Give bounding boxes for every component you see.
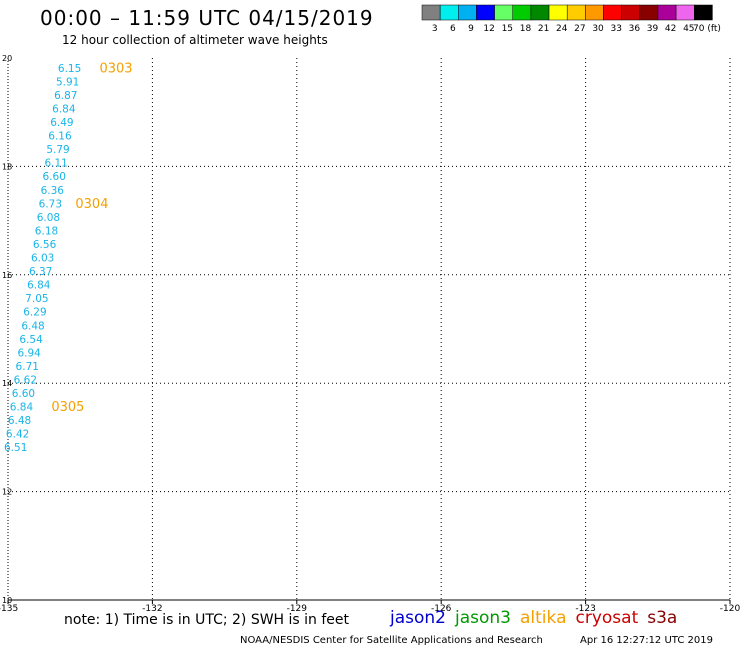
wave-height-label: 5.91 — [56, 76, 79, 88]
lon-tick-label: -132 — [142, 604, 162, 614]
scale-label: 3 — [432, 24, 438, 34]
scale-label: 12 — [483, 24, 494, 34]
pass-time-label: 0304 — [75, 197, 108, 212]
scale-swatch — [548, 4, 568, 21]
wave-height-label: 6.29 — [23, 307, 46, 319]
satellite-legend: jason2 jason3 altika cryosat s3a — [390, 608, 686, 628]
footer-credit: NOAA/NESDIS Center for Satellite Applica… — [240, 635, 543, 646]
lat-tick-label: 20 — [2, 54, 12, 63]
wave-height-label: 6.60 — [43, 171, 66, 183]
scale-label: 33 — [610, 24, 621, 34]
legend-altika: altika — [520, 608, 567, 628]
wave-height-label: 6.18 — [35, 225, 58, 237]
wave-height-label: 6.71 — [16, 361, 39, 373]
wave-height-label: 6.73 — [39, 198, 62, 210]
lon-tick-label: -120 — [720, 604, 740, 614]
wave-height-label: 7.05 — [25, 293, 48, 305]
scale-swatch — [458, 4, 477, 21]
lon-tick-label: -129 — [287, 604, 308, 614]
lon-tick-label: -126 — [431, 604, 452, 614]
footer-note: note: 1) Time is in UTC; 2) SWH is in fe… — [64, 612, 350, 628]
scale-swatch — [439, 4, 459, 21]
legend-jason2: jason2 — [390, 608, 446, 628]
scale-label: 27 — [574, 24, 585, 34]
wave-height-label: 6.94 — [17, 347, 41, 359]
scale-swatch — [494, 4, 514, 21]
scale-swatch — [694, 4, 713, 21]
scale-label: 36 — [629, 24, 641, 34]
wave-height-label: 6.56 — [33, 239, 57, 251]
footer-timestamp: Apr 16 12:27:12 UTC 2019 — [580, 635, 713, 646]
wave-height-label: 6.51 — [4, 442, 27, 454]
wave-height-label: 6.54 — [19, 334, 43, 346]
scale-swatch — [476, 4, 495, 21]
scale-swatch — [639, 4, 659, 21]
legend-jason3: jason3 — [455, 608, 511, 628]
legend-s3a: s3a — [647, 608, 678, 628]
scale-swatch — [621, 4, 641, 21]
lat-tick-label: 14 — [2, 379, 12, 388]
scale-label: 15 — [502, 24, 513, 34]
scale-label: 45 — [683, 24, 694, 34]
wave-height-label: 6.03 — [31, 253, 54, 265]
lat-tick-label: 10 — [2, 596, 12, 605]
scale-swatch — [512, 4, 532, 21]
wave-height-label: 6.11 — [44, 158, 67, 170]
lon-tick-label: -123 — [575, 604, 595, 614]
wave-height-label: 6.15 — [58, 63, 81, 75]
scale-label: 21 — [538, 24, 549, 34]
legend-cryosat: cryosat — [575, 608, 639, 628]
scale-label: 30 — [592, 24, 604, 34]
lat-tick-label: 12 — [2, 488, 12, 497]
scale-swatch — [585, 4, 604, 21]
scale-label: 39 — [647, 24, 659, 34]
lat-tick-label: 16 — [2, 271, 12, 280]
scale-label: 42 — [665, 24, 676, 34]
wave-height-label: 6.84 — [52, 103, 76, 115]
wave-height-label: 6.37 — [29, 266, 52, 278]
wave-height-label: 6.60 — [12, 388, 35, 400]
wave-height-label: 6.48 — [21, 320, 44, 332]
page-subtitle: 12 hour collection of altimeter wave hei… — [62, 33, 328, 47]
scale-label: 24 — [556, 24, 568, 34]
scale-swatch — [675, 4, 695, 21]
scale-swatch — [530, 4, 550, 21]
wave-height-label: 6.16 — [48, 131, 72, 143]
page-title: 00:00 – 11:59 UTC 04/15/2019 — [40, 6, 374, 30]
lat-tick-label: 18 — [2, 162, 12, 171]
wave-height-label: 6.36 — [41, 185, 65, 197]
scale-label: 9 — [468, 24, 474, 34]
scale-label: 6 — [450, 24, 456, 34]
wave-height-label: 6.42 — [6, 429, 29, 441]
pass-time-label: 0305 — [51, 400, 84, 415]
lon-tick-label: -135 — [0, 604, 18, 614]
wave-height-label: 6.08 — [37, 212, 60, 224]
wave-height-label: 5.79 — [46, 144, 69, 156]
scale-label: 70 (ft) — [693, 24, 721, 34]
scale-swatch — [603, 4, 622, 21]
scale-label: 18 — [520, 24, 532, 34]
wave-height-label: 6.48 — [8, 415, 31, 427]
wave-height-label: 6.49 — [50, 117, 73, 129]
wave-height-label: 6.62 — [14, 374, 37, 386]
wave-height-label: 6.84 — [10, 402, 34, 414]
scale-swatch — [421, 4, 441, 21]
pass-time-label: 0303 — [99, 61, 132, 76]
wave-height-label: 6.87 — [54, 90, 77, 102]
wave-height-label: 6.84 — [27, 280, 51, 292]
scale-swatch — [657, 4, 677, 21]
scale-swatch — [566, 4, 586, 21]
